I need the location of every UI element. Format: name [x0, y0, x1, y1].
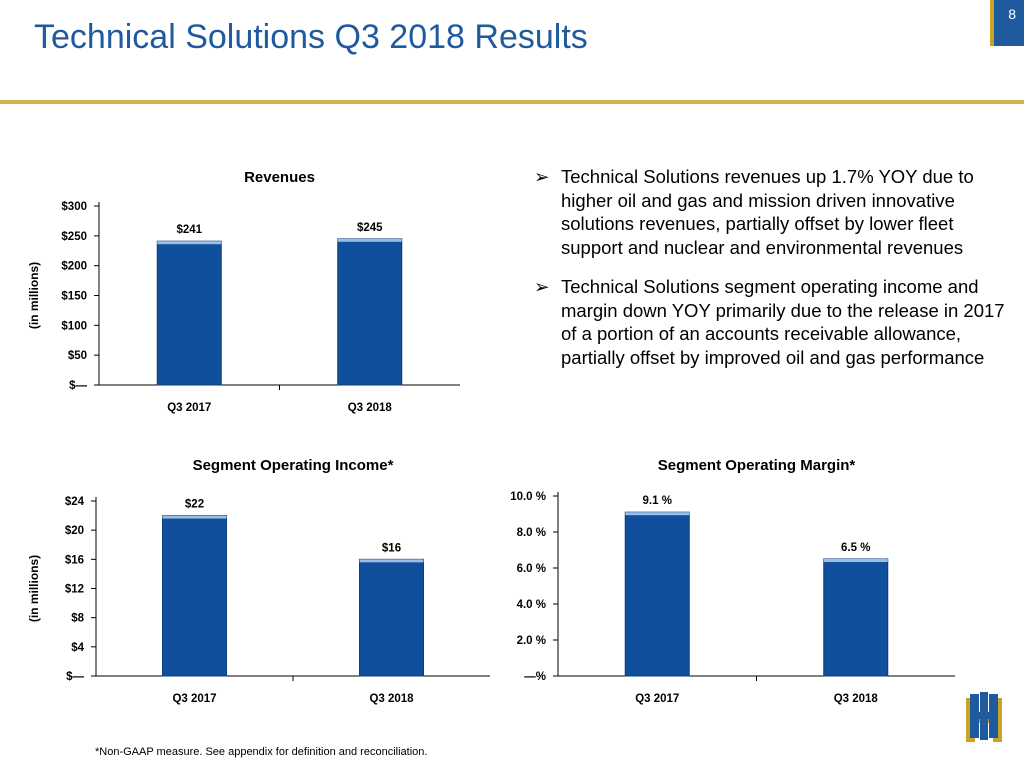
x-tick-label: Q3 2018	[834, 693, 879, 705]
y-tick-label: —%	[524, 671, 546, 683]
bullet-revenues: ➢ Technical Solutions revenues up 1.7% Y…	[534, 165, 1009, 259]
bar-data-label: $241	[176, 224, 202, 236]
bar-group	[337, 238, 403, 386]
bullet-text: Technical Solutions revenues up 1.7% YOY…	[561, 166, 974, 258]
bar	[823, 558, 889, 677]
y-tick-label: 10.0 %	[510, 491, 546, 503]
y-tick-label: 6.0 %	[517, 563, 546, 575]
bullet-text: Technical Solutions segment operating in…	[561, 276, 1005, 368]
x-tick-label: Q3 2018	[369, 693, 414, 705]
commentary-bullets: ➢ Technical Solutions revenues up 1.7% Y…	[534, 165, 1009, 385]
bar-highlight	[162, 515, 227, 519]
y-tick-label: $250	[61, 231, 87, 243]
bar-data-label: 9.1 %	[643, 495, 672, 507]
bar-group	[823, 558, 889, 677]
revenues-chart: Revenues (in millions) $— $50 $100 $150 $200 $2…	[27, 169, 460, 414]
y-tick-label: $300	[61, 201, 87, 213]
y-tick-label: $200	[61, 261, 87, 273]
y-tick-label: 8.0 %	[517, 527, 546, 539]
bar	[162, 515, 227, 677]
bar-group	[162, 515, 227, 677]
y-tick-label: $8	[71, 613, 84, 625]
segment-operating-margin-chart: Segment Operating Margin* —% 2.0 % 4.0 % 6.0…	[510, 457, 955, 705]
bar-group	[156, 240, 222, 386]
y-tick-label: 4.0 %	[517, 599, 546, 611]
x-tick-label: Q3 2017	[172, 693, 216, 705]
chart-title: Segment Operating Income*	[193, 457, 394, 474]
bar	[624, 511, 690, 677]
x-tick-label: Q3 2017	[635, 693, 679, 705]
bullet-arrow-icon: ➢	[534, 276, 550, 297]
bar-data-label: 6.5 %	[841, 542, 870, 554]
hii-logo-icon	[960, 690, 1008, 746]
y-tick-label: 2.0 %	[517, 635, 546, 647]
y-tick-label: $50	[68, 350, 87, 362]
y-tick-label: $12	[65, 584, 84, 596]
bar-highlight	[337, 238, 402, 242]
bar-highlight	[625, 512, 690, 516]
bar	[337, 238, 403, 386]
bar-group	[359, 558, 424, 677]
bar-highlight	[157, 241, 222, 245]
y-tick-label: $150	[61, 291, 87, 303]
y-tick-label: $100	[61, 320, 87, 332]
chart-title: Segment Operating Margin*	[658, 457, 856, 474]
y-tick-label: $4	[71, 642, 84, 654]
y-tick-label: $20	[65, 525, 84, 537]
footnote: *Non-GAAP measure. See appendix for defi…	[95, 746, 428, 758]
bullet-operating-income: ➢ Technical Solutions segment operating …	[534, 275, 1009, 369]
y-tick-label: $24	[65, 496, 85, 508]
y-tick-label: $—	[66, 671, 84, 683]
y-tick-label: $—	[69, 380, 87, 392]
y-axis-label: (in millions)	[27, 555, 41, 622]
bar	[156, 240, 222, 386]
bar-highlight	[823, 559, 888, 562]
x-tick-label: Q3 2018	[348, 402, 393, 414]
segment-operating-income-chart: Segment Operating Income* (in millions) $—…	[27, 457, 490, 705]
bullet-arrow-icon: ➢	[534, 166, 550, 187]
bar-data-label: $22	[185, 499, 204, 511]
chart-title: Revenues	[244, 169, 315, 186]
bar-highlight	[359, 559, 424, 563]
bar	[359, 558, 424, 677]
bar-data-label: $245	[357, 222, 383, 234]
title-divider	[0, 100, 1024, 104]
y-tick-label: $16	[65, 554, 84, 566]
x-tick-label: Q3 2017	[167, 402, 211, 414]
bar-data-label: $16	[382, 542, 401, 554]
page-number: 8	[990, 0, 1024, 46]
page-title: Technical Solutions Q3 2018 Results	[34, 18, 588, 56]
y-axis-label: (in millions)	[27, 262, 41, 329]
bar-group	[624, 511, 690, 677]
